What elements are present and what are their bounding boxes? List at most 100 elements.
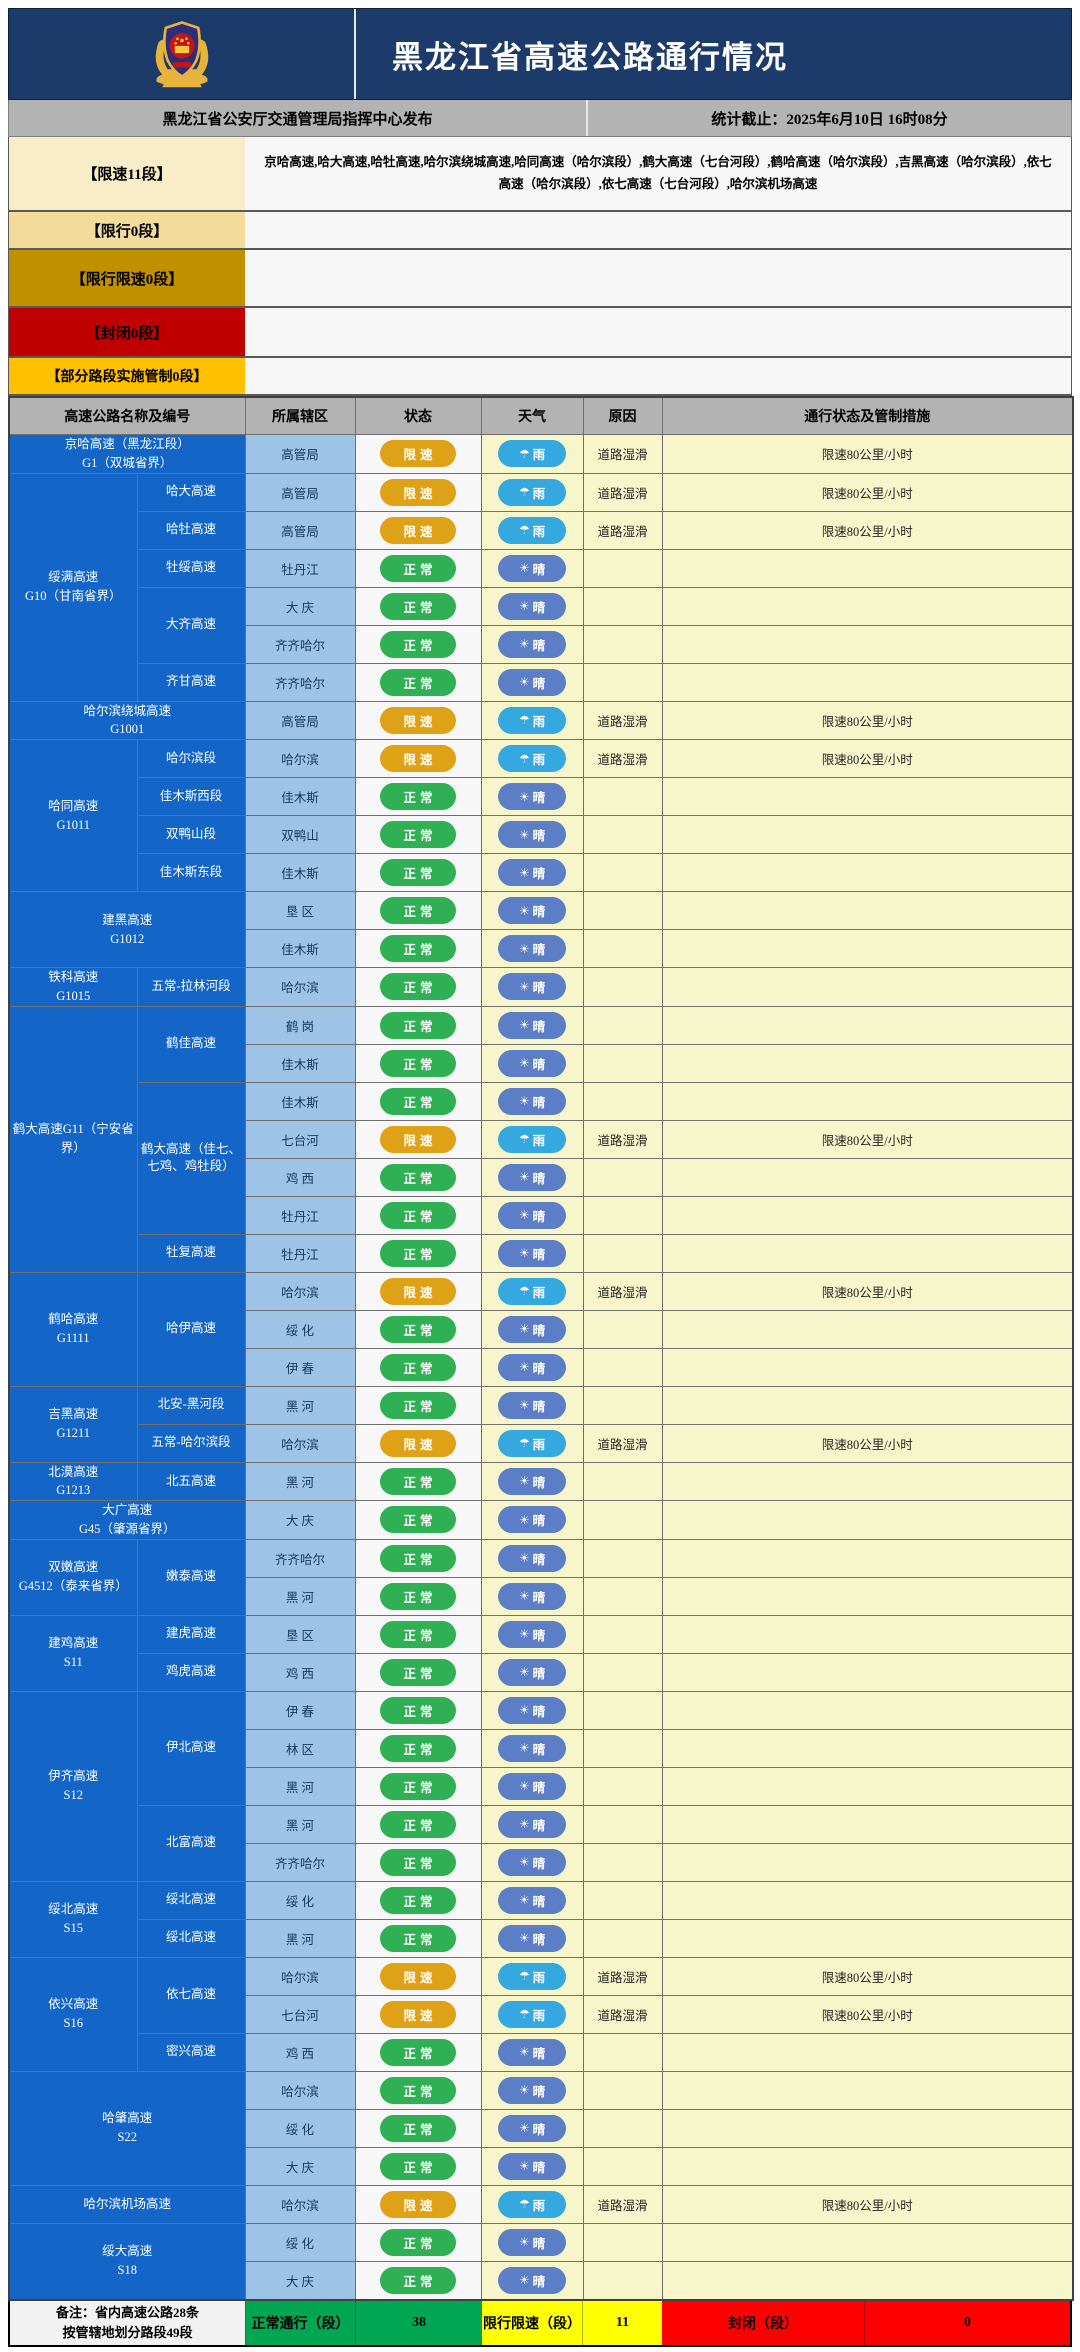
status-cell: 正常 [354,1652,482,1692]
weather-label: 晴 [532,2160,546,2175]
table-row: 五常-哈尔滨段 哈尔滨 限速 ☂ 雨道路湿滑 限速80公里/小时 [9,1423,1074,1463]
weather-badge-sunny: ☀ 晴 [498,1696,566,1724]
weather-cell: ☀ 晴 [480,548,584,588]
reason-cell [582,853,663,892]
measure-cell [661,1195,1074,1235]
district-cell: 林 区 [244,1728,356,1768]
status-cell: 正常 [354,586,482,626]
measure-cell: 限速80公里/小时 [661,2184,1074,2224]
measure-cell: 限速80公里/小时 [661,1119,1074,1159]
highway-section-cell: 伊北高速 [136,1690,246,1806]
district-cell: 佳木斯 [244,853,356,892]
weather-cell: ☂ 雨 [480,1271,584,1311]
sun-icon: ☀ [518,1322,530,1336]
weather-label: 晴 [532,1095,546,1110]
status-cell: 限速 [354,1271,482,1311]
weather-label: 晴 [532,600,546,615]
highway-group-cell: 哈尔滨机场高速 [8,2184,246,2224]
district-cell: 七台河 [244,1119,356,1159]
sun-icon: ☀ [518,903,530,918]
measure-cell: 限速80公里/小时 [661,1956,1074,1996]
highway-section-cell: 嫩泰高速 [136,1538,246,1616]
status-badge-limited: 限速 [380,478,456,506]
weather-label: 晴 [532,1628,546,1643]
measure-cell [661,777,1074,816]
district-cell: 绥 化 [244,2222,356,2262]
status-cell: 正常 [354,1461,482,1501]
weather-badge-sunny: ☀ 晴 [498,630,566,658]
district-cell: 双鸭山 [244,815,356,854]
sun-icon: ☀ [518,1741,530,1755]
district-cell: 伊 春 [244,1347,356,1387]
limited-total-value: 11 [583,2300,662,2345]
weather-badge-sunny: ☀ 晴 [498,2038,566,2066]
measure-cell: 限速80公里/小时 [661,700,1074,740]
table-row: 北富高速黑 河正常 ☀ 晴 [9,1804,1074,1882]
status-cell: 正常 [354,1918,482,1958]
weather-label: 晴 [532,1552,546,1567]
weather-cell: ☀ 晴 [480,2108,584,2148]
status-cell: 正常 [354,1309,482,1349]
sun-icon: ☀ [518,2273,530,2287]
weather-badge-sunny: ☀ 晴 [498,1467,566,1495]
summary-content [245,358,1071,394]
reason-cell [582,1043,663,1083]
measure-cell [661,1652,1074,1692]
status-badge-normal: 正常 [380,1696,456,1724]
table-row: 建鸡高速 S11 建虎高速垦 区正常 ☀ 晴 [8,1614,1074,1692]
reason-cell [582,586,663,626]
weather-badge-sunny: ☀ 晴 [498,554,566,582]
district-cell: 伊 春 [244,1690,356,1730]
weather-badge-sunny: ☀ 晴 [498,1011,566,1039]
district-cell: 哈尔滨 [244,739,356,778]
reason-cell [582,1081,663,1121]
col-header-status: 状态 [354,396,482,435]
district-cell: 七台河 [244,1994,356,2034]
weather-cell: ☀ 晴 [480,1347,584,1387]
status-cell: 正常 [354,891,482,930]
weather-cell: ☂ 雨 [480,700,584,740]
weather-cell: ☀ 晴 [480,1538,584,1578]
highway-group-cell: 鹤大高速G11（宁安省界） [8,1005,138,1273]
emblem-area [9,9,356,99]
weather-badge-sunny: ☀ 晴 [498,1087,566,1115]
summary-label: 【封闭0段】 [9,308,245,356]
table-row: 哈同高速 G1011 哈尔滨段 哈尔滨 限速 ☂ 雨道路湿滑 限速80公里/小时 [8,739,1074,892]
weather-cell: ☀ 晴 [480,2222,584,2262]
measure-cell: 限速80公里/小时 [661,1994,1074,2034]
weather-badge-sunny: ☀ 晴 [498,973,566,1001]
table-row: 吉黑高速 G1211 北安-黑河段黑 河正常 ☀ 晴 [8,1385,1074,1463]
measure-cell: 限速80公里/小时 [661,434,1074,474]
reason-cell [582,1233,663,1273]
measure-cell [661,1728,1074,1768]
page-title: 黑龙江省高速公路通行情况 [392,39,788,75]
status-badge-normal: 正常 [380,1391,456,1419]
table-row: 哈牡高速 高管局 限速 ☂ 雨道路湿滑 限速80公里/小时 [9,510,1074,550]
reason-cell [582,2146,663,2186]
sun-icon: ☀ [518,1855,530,1869]
status-cell: 正常 [354,853,482,892]
status-badge-normal: 正常 [380,1544,456,1572]
table-row: 林 区正常 ☀ 晴 [9,1728,1074,1768]
status-cell: 正常 [354,1880,482,1920]
reason-cell [582,1005,663,1045]
table-row: 绥北高速黑 河正常 ☀ 晴 [9,1918,1074,1958]
sun-icon: ☀ [518,1474,530,1489]
status-badge-normal: 正常 [380,1239,456,1267]
weather-label: 雨 [532,2008,546,2023]
sun-icon: ☀ [518,1589,530,1603]
weather-cell: ☀ 晴 [480,2260,584,2300]
weather-cell: ☀ 晴 [480,1842,584,1882]
reason-cell [582,1385,663,1425]
table-row: 哈尔滨机场高速 哈尔滨 限速 ☂ 雨道路湿滑 限速80公里/小时 [8,2184,1074,2224]
totals-footer: 备注：省内高速公路28条 按管辖地划分路段49段 正常通行（段） 38 限行限速… [8,2300,1072,2347]
district-cell: 垦 区 [244,891,356,930]
table-row: 建黑高速 G1012 垦 区正常 ☀ 晴 [8,891,1074,968]
status-badge-normal: 正常 [380,630,456,658]
measure-cell [661,1385,1074,1425]
weather-label: 雨 [532,1437,546,1452]
col-header-district: 所属辖区 [244,396,356,435]
measure-cell: 限速80公里/小时 [661,472,1074,512]
district-cell: 鸡 西 [244,1652,356,1692]
weather-label: 晴 [532,1209,546,1224]
